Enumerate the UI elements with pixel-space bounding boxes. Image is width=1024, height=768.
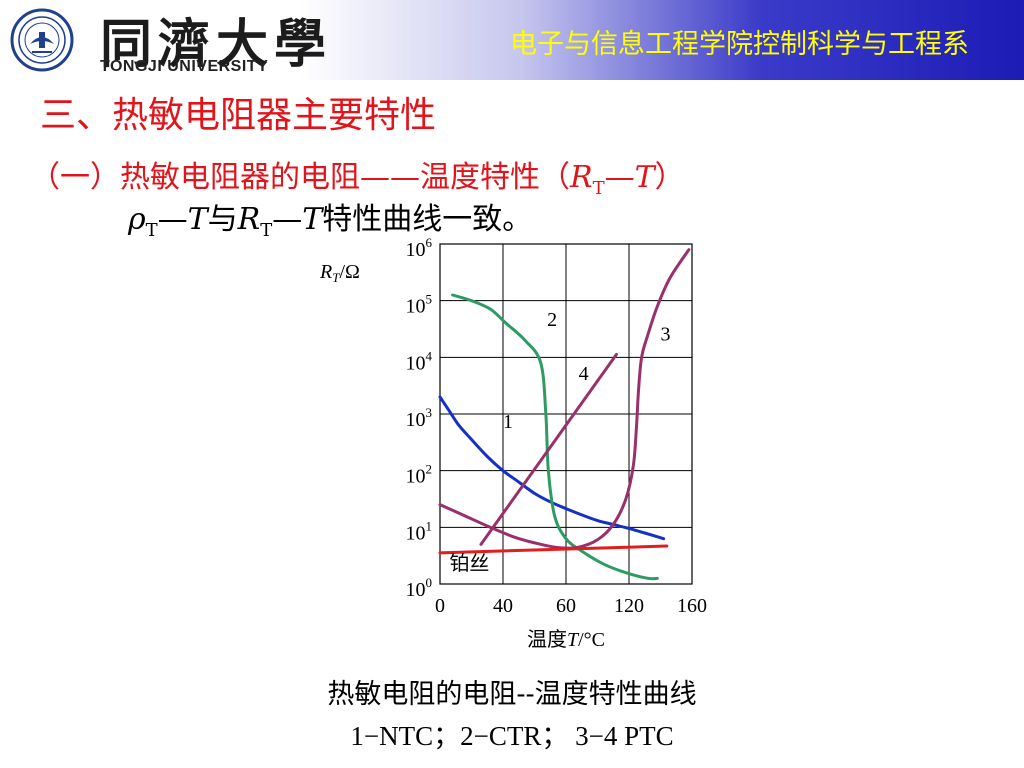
series-line-4 [479,353,618,546]
series-line-2 [451,293,659,581]
x-tick-label: 0 [435,595,445,617]
series-label-2: 2 [547,309,557,331]
statement-rho-sub: T [145,220,158,241]
series-label-1: 1 [503,411,513,433]
chart-caption-legend: 1−NTC；2−CTR； 3−4 PTC [350,721,674,751]
y-tick-label: 104 [406,348,433,374]
x-tick-label: 120 [614,595,644,617]
x-axis-label: 温度T/°C [527,627,605,651]
subtitle-t: T [634,160,655,195]
statement-line: ρT—T与RT—T特性曲线一致。 [128,194,532,241]
y-tick-label: 105 [406,292,433,318]
subtitle-r-sub: T [592,178,605,199]
subtitle-dash: — [604,160,635,195]
series-line-3 [438,248,691,550]
chart-tick-labels: 100 101 102 103 104 105 106 0 40 60 120 160 [406,235,708,617]
section-subtitle: （一）热敏电阻器的电阻——温度特性（RT—T） [30,152,685,199]
y-tick-label: 102 [406,462,433,488]
y-tick-label: 106 [406,235,433,261]
y-axis-label: RT/Ω [319,261,360,285]
statement-dash-2: — [272,202,303,237]
statement-rho: ρ [128,202,146,237]
statement-t-2: T [302,202,323,237]
department-name: 电子与信息工程学院控制科学与工程系 [510,29,969,60]
series-line-5 [438,544,669,555]
y-tick-label: 101 [406,518,433,544]
university-name-en: TONGJI UNIVERSITY [100,58,269,75]
university-seal-icon [10,8,74,72]
subtitle-suffix: ） [654,160,685,195]
chart-series-group [438,248,691,581]
chart-caption-title: 热敏电阻的电阻--温度特性曲线 [327,679,697,710]
y-tick-label: 100 [406,575,433,601]
statement-t-1: T [187,202,208,237]
statement-and: 与 [207,202,238,237]
x-tick-label: 160 [677,595,707,617]
series-label-5: 铂丝 [449,552,489,575]
series-line-1 [438,395,666,541]
slide-title: 三、热敏电阻器主要特性 [40,95,437,136]
statement-r: R [237,202,261,237]
x-tick-label: 40 [493,595,513,617]
y-tick-label: 103 [406,405,433,431]
statement-tail: 特性曲线一致。 [322,202,533,237]
statement-r-sub: T [260,220,273,241]
x-tick-label: 60 [556,595,576,617]
series-label-4: 4 [579,363,589,385]
series-label-3: 3 [661,323,671,345]
header-banner: 同濟大學 TONGJI UNIVERSITY 电子与信息工程学院控制科学与工程系 [0,0,1024,80]
statement-dash-1: — [157,202,188,237]
university-name-cn: 同濟大學 [100,14,333,75]
subtitle-r: R [570,160,593,195]
chart-series-labels: 1 2 3 4 铂丝 [449,309,670,575]
subtitle-prefix: （一）热敏电阻器的电阻——温度特性（ [30,160,570,195]
chart-grid [439,243,693,585]
